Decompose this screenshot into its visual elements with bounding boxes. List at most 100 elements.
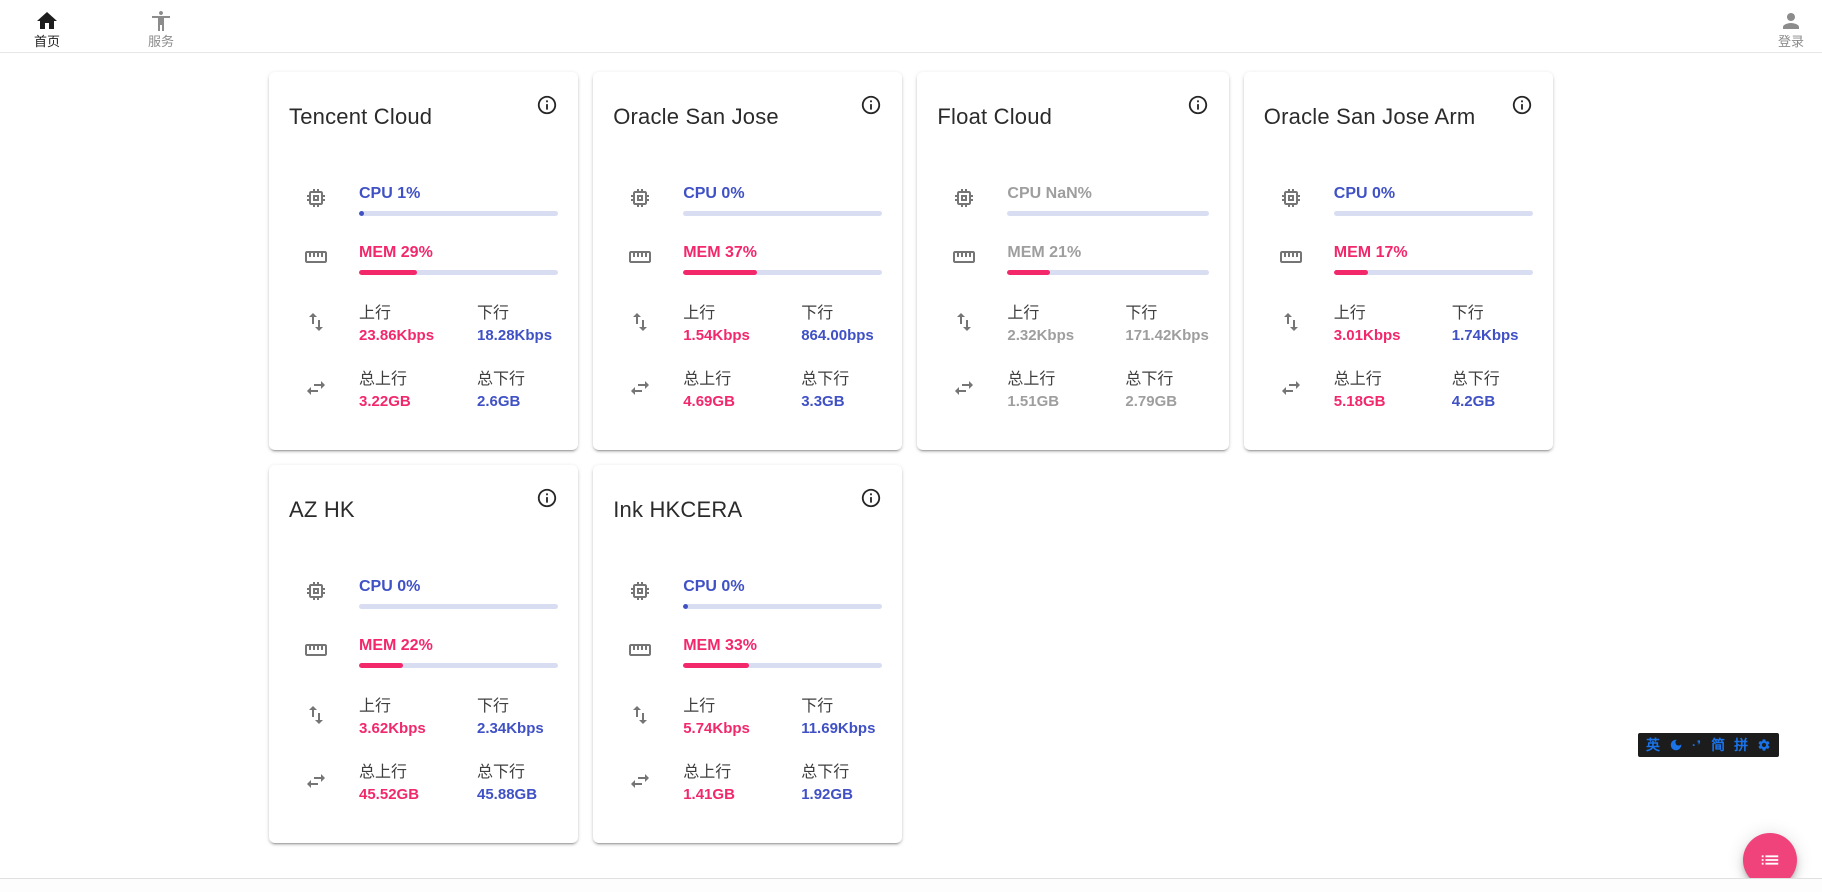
total-upload-value: 3.22GB [359,391,477,413]
cpu-progress-bar [1334,211,1533,216]
nav-item-services[interactable]: 服务 [148,3,174,49]
traffic-total-row: 总上行 5.18GB 总下行 4.2GB [1264,368,1533,413]
person-icon [1779,9,1803,33]
mem-metric-row: MEM 21% [937,243,1208,275]
mem-usage-text: MEM 21% [1007,243,1208,263]
mem-usage-text: MEM 29% [359,243,558,263]
ime-toolbar: 英 ·❜ 简 拼 [1638,733,1779,757]
total-download-label: 总下行 [1452,368,1533,391]
mem-usage-text: MEM 33% [683,636,882,656]
mem-metric-row: MEM 22% [289,636,558,668]
cpu-chip-icon [289,579,359,608]
mem-progress-bar [1334,270,1533,275]
ime-fullwidth-toggle[interactable] [1669,738,1683,752]
total-upload-label: 总上行 [359,368,477,391]
cpu-progress-fill [359,211,364,216]
mem-metric: MEM 22% [359,636,558,668]
upload-label: 上行 [359,695,477,718]
total-download: 总下行 4.2GB [1452,368,1533,413]
nav-item-services-label: 服务 [148,34,174,49]
network-speed-row: 上行 1.54Kbps 下行 864.00bps [613,302,882,347]
ime-pinyin-mode[interactable]: 拼 [1734,733,1748,757]
upload-speed: 上行 2.32Kbps [1007,302,1125,347]
mem-progress-fill [683,270,757,275]
download-value: 171.42Kbps [1125,325,1208,347]
network-speed-row: 上行 3.62Kbps 下行 2.34Kbps [289,695,558,740]
download-value: 11.69Kbps [801,718,882,740]
top-navigation-bar: 首页 服务 登录 [0,0,1822,53]
cpu-usage-text: CPU NaN% [1007,184,1208,204]
network-speed-row: 上行 5.74Kbps 下行 11.69Kbps [613,695,882,740]
total-download-label: 总下行 [477,761,558,784]
server-card: Oracle San Jose CPU 0% MEM 37% [593,72,902,450]
download-speed: 下行 18.28Kbps [477,302,558,347]
info-button[interactable] [536,487,558,509]
upload-speed: 上行 23.86Kbps [359,302,477,347]
ime-punctuation-toggle[interactable]: ·❜ [1692,733,1702,757]
cpu-metric: CPU 0% [1334,184,1533,216]
total-upload: 总上行 3.22GB [359,368,477,413]
cpu-usage-text: CPU 1% [359,184,558,204]
download-value: 18.28Kbps [477,325,558,347]
total-upload-label: 总上行 [1334,368,1452,391]
swap-vert-icon [289,302,359,347]
upload-value: 2.32Kbps [1007,325,1125,347]
network-speed-row: 上行 2.32Kbps 下行 171.42Kbps [937,302,1208,347]
download-label: 下行 [1452,302,1533,325]
card-header: Tencent Cloud [289,94,558,130]
cpu-chip-icon [289,186,359,215]
info-icon [860,94,882,116]
memory-ruler-icon [289,245,359,274]
info-button[interactable] [860,487,882,509]
network-speed-row: 上行 23.86Kbps 下行 18.28Kbps [289,302,558,347]
total-upload: 总上行 45.52GB [359,761,477,806]
swap-horiz-icon [1264,368,1334,413]
info-button[interactable] [860,94,882,116]
info-button[interactable] [1511,94,1533,116]
total-upload-value: 4.69GB [683,391,801,413]
mem-progress-fill [359,663,403,668]
total-upload-value: 1.51GB [1007,391,1125,413]
nav-left-group: 首页 服务 [34,3,174,49]
card-header: Oracle San Jose Arm [1264,94,1533,130]
total-upload-value: 5.18GB [1334,391,1452,413]
total-download: 总下行 3.3GB [801,368,882,413]
cpu-metric: CPU 0% [683,184,882,216]
ime-simplified-toggle[interactable]: 简 [1711,733,1725,757]
total-upload-label: 总上行 [683,368,801,391]
upload-value: 5.74Kbps [683,718,801,740]
server-name: AZ HK [289,487,355,523]
cpu-metric-row: CPU 0% [289,577,558,609]
total-download-label: 总下行 [477,368,558,391]
cpu-progress-bar [683,604,882,609]
mem-metric: MEM 37% [683,243,882,275]
ime-settings[interactable] [1757,738,1771,752]
mem-metric-row: MEM 37% [613,243,882,275]
info-button[interactable] [1187,94,1209,116]
nav-item-home[interactable]: 首页 [34,3,60,49]
upload-speed: 上行 5.74Kbps [683,695,801,740]
info-icon [860,487,882,509]
swap-horiz-icon [289,761,359,806]
cpu-progress-fill [683,604,688,609]
info-icon [1511,94,1533,116]
mem-usage-text: MEM 37% [683,243,882,263]
download-value: 2.34Kbps [477,718,558,740]
mem-metric-row: MEM 17% [1264,243,1533,275]
info-button[interactable] [536,94,558,116]
server-name: Float Cloud [937,94,1052,130]
ime-language-toggle[interactable]: 英 [1646,733,1660,757]
mem-progress-bar [359,663,558,668]
server-name: Ink HKCERA [613,487,742,523]
upload-value: 1.54Kbps [683,325,801,347]
nav-item-login[interactable]: 登录 [1778,3,1804,49]
traffic-total-row: 总上行 3.22GB 总下行 2.6GB [289,368,558,413]
cpu-usage-text: CPU 0% [1334,184,1533,204]
memory-ruler-icon [1264,245,1334,274]
card-header: Ink HKCERA [613,487,882,523]
server-card: Oracle San Jose Arm CPU 0% MEM 17% [1244,72,1553,450]
total-upload: 总上行 1.41GB [683,761,801,806]
total-download-label: 总下行 [801,761,882,784]
info-icon [1187,94,1209,116]
cpu-usage-text: CPU 0% [359,577,558,597]
